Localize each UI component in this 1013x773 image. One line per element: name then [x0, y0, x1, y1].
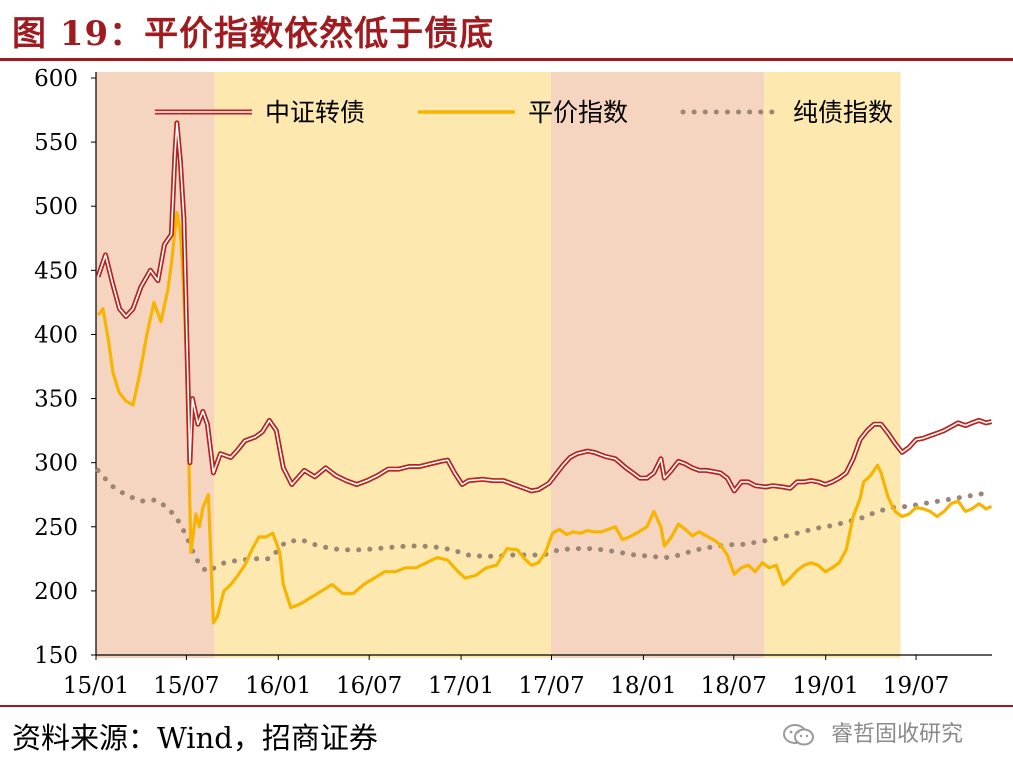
y-tick-label: 550	[34, 130, 78, 156]
x-tick-label: 15/01	[63, 673, 129, 699]
x-tick-label: 17/07	[518, 673, 584, 699]
chart-axes: 150 200 250 300 350 400 450 500 550 600 15/01 15/07…	[34, 66, 992, 699]
y-tick-label: 350	[34, 387, 78, 413]
source-rule	[0, 705, 1013, 707]
legend-label-2: 纯债指数	[793, 98, 893, 127]
y-tick-label: 600	[34, 66, 78, 92]
x-tick-label: 16/07	[336, 673, 402, 699]
chart-lines	[95, 120, 994, 625]
legend-label-1: 平价指数	[528, 98, 628, 127]
figure-title: 图 19：平价指数依然低于债底	[12, 14, 495, 54]
watermark-text: 睿哲固收研究	[831, 722, 964, 747]
x-tick-label: 15/07	[153, 673, 219, 699]
shaded-period-0	[96, 72, 215, 658]
y-tick-label: 200	[34, 579, 78, 605]
x-tick-label: 19/07	[883, 673, 949, 699]
watermark: 睿哲固收研究	[782, 716, 963, 748]
x-tick-label: 19/01	[793, 673, 859, 699]
shaded-period-1	[214, 72, 551, 658]
x-tick-label: 18/01	[610, 673, 676, 699]
chart-legend: 中证转债 平价指数 纯债指数	[155, 98, 893, 127]
title-rule	[0, 58, 1013, 61]
shaded-period-3	[764, 72, 901, 658]
series-line-1	[96, 211, 993, 625]
line-chart: 150 200 250 300 350 400 450 500 550 600 15/01 15/07…	[34, 66, 994, 699]
y-tick-label: 300	[34, 451, 78, 477]
y-tick-label: 250	[34, 515, 78, 541]
shaded-periods	[96, 72, 901, 658]
legend-label-0: 中证转债	[265, 98, 365, 127]
y-tick-label: 500	[34, 194, 78, 220]
x-tick-label: 17/01	[428, 673, 494, 699]
y-tick-label: 150	[34, 643, 78, 669]
y-tick-label: 400	[34, 322, 78, 348]
x-tick-label: 18/07	[701, 673, 767, 699]
series-line-0-inner	[97, 122, 992, 492]
source-note: 资料来源：Wind，招商证券	[12, 721, 378, 755]
y-tick-label: 450	[34, 258, 78, 284]
wechat-icon	[783, 724, 814, 746]
x-tick-label: 16/01	[245, 673, 311, 699]
